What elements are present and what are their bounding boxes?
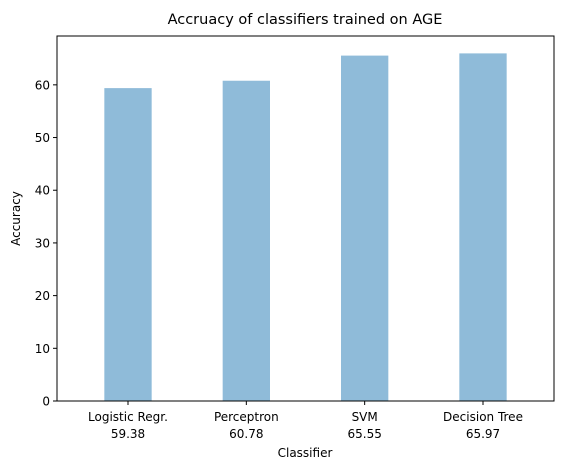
y-axis: 0 10 20 30 40 50 60 [35, 78, 57, 409]
x-tick-label-0: Logistic Regr. [88, 410, 168, 424]
y-tick-label-4: 40 [35, 184, 50, 198]
y-axis-label: Accuracy [9, 191, 23, 246]
bar-2 [341, 55, 389, 401]
plot-frame [56, 35, 555, 402]
y-tick-label-6: 60 [35, 78, 50, 92]
y-tick-label-3: 30 [35, 236, 50, 250]
x-tick-label-1: Perceptron [214, 410, 279, 424]
x-tick-value-label-1: 60.78 [229, 427, 263, 441]
bar-1 [222, 80, 270, 402]
x-tick-value-label-2: 65.55 [347, 427, 381, 441]
y-tick-label-0: 0 [42, 395, 50, 409]
bar-0 [104, 88, 152, 402]
x-axis: Logistic Regr. 59.38 Perceptron 60.78 SVM 65.… [88, 401, 523, 441]
chart-title: Accruacy of classifiers trained on AGE [168, 12, 443, 28]
bar-3 [459, 53, 507, 401]
x-axis-label: Classifier [278, 446, 333, 460]
x-tick-label-3: Decision Tree [443, 410, 523, 424]
y-tick-label-2: 20 [35, 289, 50, 303]
bars-group [104, 53, 507, 402]
x-tick-value-label-3: 65.97 [466, 427, 500, 441]
y-tick-label-1: 10 [35, 342, 50, 356]
y-tick-label-5: 50 [35, 131, 50, 145]
x-tick-label-2: SVM [352, 410, 378, 424]
x-tick-value-label-0: 59.38 [111, 427, 145, 441]
